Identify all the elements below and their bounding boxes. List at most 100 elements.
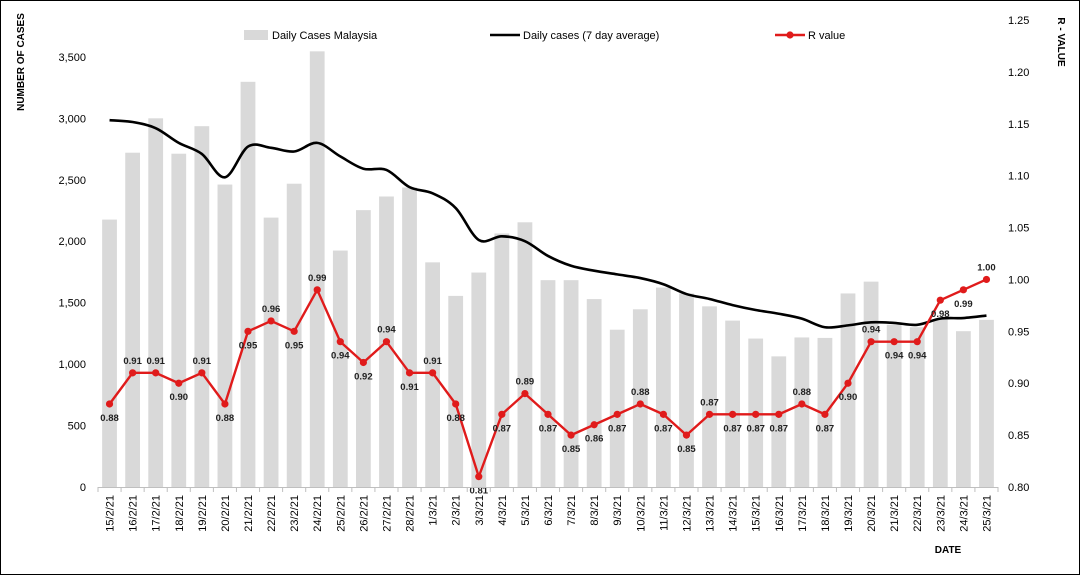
bar	[932, 319, 948, 487]
x-tick-label: 20/3/21	[866, 495, 878, 532]
r-value-label: 0.87	[770, 423, 789, 434]
r-value-point	[544, 410, 552, 418]
bar	[471, 272, 487, 487]
bar	[517, 222, 533, 488]
x-tick-label: 19/2/21	[197, 495, 209, 532]
r-value-label: 0.94	[862, 325, 881, 336]
x-tick-label: 6/3/21	[543, 495, 555, 526]
r-value-label: 0.85	[562, 444, 581, 455]
y2-tick-label: 0.85	[1008, 430, 1029, 442]
r-value-point	[313, 286, 321, 294]
bar	[863, 281, 879, 487]
y2-axis-title: R - VALUE	[1055, 17, 1066, 67]
r-value-label: 0.91	[400, 382, 419, 393]
legend-swatch-bars	[244, 30, 268, 40]
x-tick-label: 15/2/21	[105, 495, 117, 532]
bar	[886, 324, 902, 487]
r-value-point	[498, 410, 506, 418]
r-value-point	[613, 410, 621, 418]
r-value-label: 0.89	[516, 377, 535, 388]
x-tick-label: 8/3/21	[589, 495, 601, 526]
r-value-label: 0.87	[746, 423, 765, 434]
r-value-label: 0.96	[262, 304, 281, 315]
bar	[725, 320, 740, 487]
x-tick-label: 22/2/21	[266, 495, 278, 532]
x-tick-label: 19/3/21	[843, 495, 855, 532]
r-value-point	[221, 400, 229, 408]
x-tick-label: 5/3/21	[520, 495, 532, 526]
bar	[494, 233, 510, 487]
x-tick-label: 27/2/21	[381, 495, 393, 532]
bar	[563, 280, 579, 487]
legend: Daily Cases Malaysia Daily cases (7 day a…	[244, 30, 845, 42]
r-value-label: 0.87	[493, 423, 512, 434]
y2-tick-label: 0.95	[1008, 326, 1029, 338]
y-tick-label: 3,000	[58, 113, 86, 125]
r-value-point	[152, 369, 160, 377]
r-value-point	[452, 400, 460, 408]
bar	[448, 295, 464, 487]
bar	[148, 118, 164, 487]
r-value-point	[867, 338, 875, 346]
x-tick-label: 20/2/21	[220, 495, 232, 532]
bar	[656, 287, 671, 487]
x-tick-label: 26/2/21	[358, 495, 370, 532]
y-axis-title: NUMBER OF CASES	[16, 13, 27, 111]
bar	[171, 153, 187, 487]
r-value-label: 0.81	[470, 486, 489, 497]
r-value-label: 0.99	[308, 273, 327, 284]
y2-tick-label: 1.20	[1008, 67, 1029, 79]
x-tick-label: 11/3/21	[658, 495, 670, 531]
bar	[632, 309, 648, 487]
r-value-label: 0.87	[700, 397, 719, 408]
x-tick-label: 23/2/21	[289, 495, 301, 532]
bar	[240, 81, 256, 488]
r-value-point	[267, 317, 275, 325]
bar	[102, 219, 117, 487]
r-value-label: 0.87	[654, 423, 673, 434]
r-value-label: 0.85	[677, 444, 696, 455]
r-value-point	[244, 327, 252, 335]
x-tick-label: 18/3/21	[820, 495, 832, 532]
average-line-layer	[109, 118, 987, 329]
bar	[979, 319, 994, 487]
r-value-label: 1.00	[977, 262, 996, 273]
x-tick-label: 14/3/21	[728, 495, 740, 532]
r-value-label: 0.87	[539, 423, 558, 434]
r-value-point	[982, 275, 991, 284]
y-tick-label: 1,000	[58, 359, 86, 371]
r-value-label: 0.87	[608, 423, 627, 434]
r-value-point	[821, 410, 829, 418]
r-value-point	[129, 369, 137, 377]
r-value-point	[405, 369, 414, 377]
x-tick-label: 13/3/21	[705, 495, 717, 532]
bar	[702, 306, 717, 487]
legend-label-average: Daily cases (7 day average)	[523, 30, 659, 42]
x-tick-label: 10/3/21	[635, 495, 647, 532]
r-value-point	[775, 410, 783, 418]
y-tick-label: 3,500	[58, 52, 86, 64]
y-tick-label: 0	[80, 482, 86, 494]
r-value-point	[382, 338, 391, 346]
r-value-label: 0.86	[585, 434, 604, 445]
bar	[956, 331, 971, 487]
r-value-label: 0.90	[170, 392, 189, 403]
r-value-point	[198, 369, 206, 377]
y-tick-label: 2,000	[58, 236, 86, 248]
r-value-point	[959, 286, 967, 294]
r-value-point	[521, 390, 529, 398]
axes-layer: 0 500 1,000 1,500 2,000 2,500 3,000 3,500 0.80 0.…	[58, 15, 1029, 532]
r-value-point	[636, 400, 644, 408]
x-tick-label: 25/3/21	[981, 495, 993, 532]
bar	[309, 51, 325, 487]
bar	[794, 337, 810, 487]
y2-tick-label: 1.15	[1008, 119, 1029, 131]
r-value-point	[105, 400, 114, 408]
r-value-point	[359, 358, 367, 367]
r-value-label: 0.94	[908, 351, 927, 362]
x-tick-label: 24/2/21	[312, 495, 324, 532]
r-value-label: 0.94	[885, 351, 904, 362]
r-value-label: 0.87	[816, 423, 835, 434]
r-value-label: 0.91	[123, 356, 142, 367]
r-value-label: 0.90	[839, 392, 858, 403]
